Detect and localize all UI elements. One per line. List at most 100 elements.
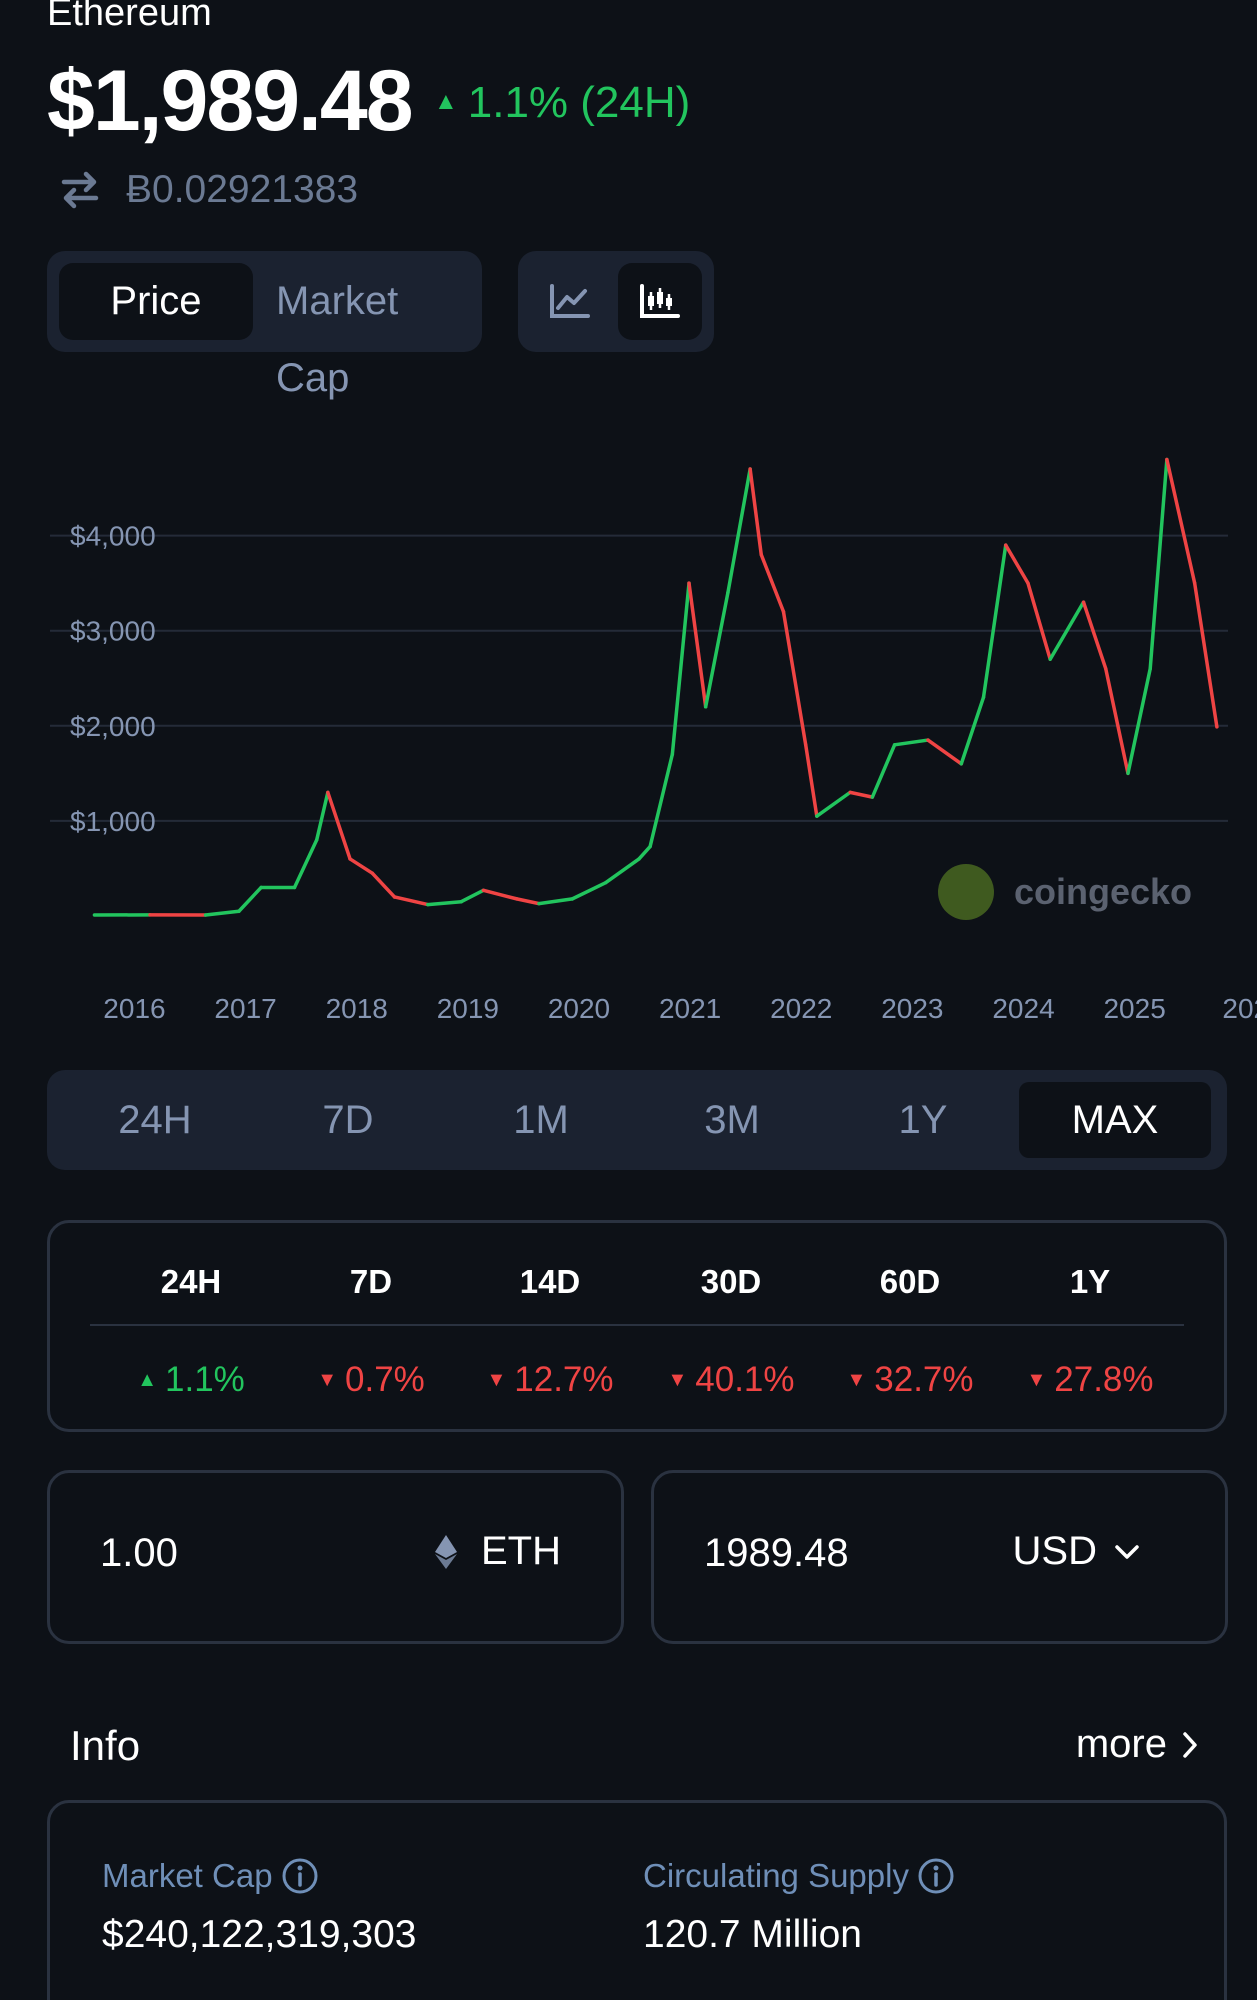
price-segment bbox=[848, 790, 875, 799]
price-segment bbox=[803, 743, 819, 818]
price-segment bbox=[1148, 457, 1169, 671]
price-segment bbox=[781, 609, 808, 747]
period-7d[interactable]: 7D bbox=[322, 1098, 374, 1142]
x-tick-label: 2022 bbox=[770, 993, 832, 1024]
line-chart-button[interactable] bbox=[528, 263, 612, 340]
price-segment bbox=[1003, 543, 1030, 585]
triangle-down-icon: ▼ bbox=[846, 1369, 867, 1391]
price-performance-table: 24H ▲ 1.1% 7D ▼ 0.7% 14D ▼ 12.7% 30D ▼ 40.1% 60D ▼ 32.… bbox=[47, 1220, 1227, 1432]
market-cap-tab[interactable]: Market Cap bbox=[276, 279, 399, 400]
price-tab[interactable]: Price bbox=[59, 263, 253, 340]
triangle-down-icon: ▼ bbox=[667, 1369, 688, 1391]
price-segment bbox=[648, 752, 675, 849]
info-icon[interactable] bbox=[281, 1857, 319, 1895]
coingecko-logo-icon bbox=[938, 864, 994, 920]
x-tick-label: 2019 bbox=[437, 993, 499, 1024]
price-segment bbox=[1126, 666, 1152, 776]
fiat-currency-select[interactable]: USD bbox=[1013, 1529, 1165, 1574]
info-section-title: Info bbox=[70, 1722, 141, 1769]
period-1y[interactable]: 1Y bbox=[898, 1098, 948, 1142]
y-tick-label: $2,000 bbox=[70, 711, 156, 742]
performance-header-14d: 14D bbox=[519, 1263, 581, 1300]
triangle-down-icon: ▼ bbox=[486, 1369, 507, 1391]
price-segment bbox=[892, 738, 930, 747]
x-tick-label: 2025 bbox=[1103, 993, 1165, 1024]
watermark-text: coingecko bbox=[1014, 871, 1192, 912]
price-segment bbox=[392, 895, 430, 907]
circulating-supply-label: Circulating Supply bbox=[643, 1857, 955, 1895]
crypto-currency: ETH bbox=[435, 1529, 561, 1574]
fiat-amount-input[interactable]: 1989.48 bbox=[704, 1531, 849, 1575]
price-segment bbox=[537, 897, 575, 906]
y-tick-label: $4,000 bbox=[70, 521, 156, 552]
performance-header-1y: 1Y bbox=[1069, 1263, 1111, 1300]
info-icon[interactable] bbox=[917, 1857, 955, 1895]
price-segment bbox=[870, 743, 897, 799]
x-tick-label: 2018 bbox=[326, 993, 388, 1024]
x-tick-label: 2020 bbox=[548, 993, 610, 1024]
price-segment bbox=[726, 467, 752, 595]
fiat-converter-field[interactable]: 1989.48 USD bbox=[651, 1470, 1228, 1644]
info-stats-box: Market Cap $240,122,319,303 Circulating … bbox=[47, 1800, 1227, 2000]
performance-percent: 1.1% bbox=[165, 1360, 245, 1399]
chart-metric-toggle: Price Market Cap bbox=[47, 251, 482, 400]
btc-price-row: Ƀ0.02921383 bbox=[60, 168, 358, 212]
price-segment bbox=[1081, 600, 1108, 671]
period-max[interactable]: MAX bbox=[1019, 1082, 1211, 1158]
price-segment bbox=[292, 838, 319, 890]
candlestick-chart-icon bbox=[640, 283, 680, 318]
performance-value-7d: ▼ 0.7% bbox=[281, 1360, 461, 1400]
performance-divider bbox=[90, 1324, 1184, 1326]
performance-value-1y: ▼ 27.8% bbox=[1000, 1360, 1180, 1400]
price-segment bbox=[326, 790, 352, 861]
coingecko-watermark: coingecko bbox=[938, 864, 1192, 920]
performance-value-24h: ▲ 1.1% bbox=[101, 1360, 281, 1400]
performance-value-14d: ▼ 12.7% bbox=[460, 1360, 640, 1400]
swap-icon[interactable] bbox=[60, 168, 100, 212]
more-link-label: more bbox=[1075, 1722, 1167, 1766]
price-segment bbox=[370, 871, 397, 899]
price-segment bbox=[981, 543, 1008, 700]
performance-header-30d: 30D bbox=[700, 1263, 762, 1300]
y-tick-label: $1,000 bbox=[70, 806, 156, 837]
x-tick-label: 2023 bbox=[881, 993, 943, 1024]
price-segment bbox=[687, 581, 708, 709]
period-1m[interactable]: 1M bbox=[513, 1098, 569, 1142]
price-segment bbox=[314, 790, 330, 842]
price-segment bbox=[1048, 600, 1086, 661]
line-chart-icon bbox=[550, 283, 590, 318]
price-segment bbox=[348, 857, 375, 875]
circulating-supply-value: 120.7 Million bbox=[643, 1913, 862, 1956]
x-tick-label: 2024 bbox=[992, 993, 1054, 1024]
price-segment bbox=[426, 899, 463, 907]
price-chart[interactable]: $4,000 $3,000 $2,000 $1,000 2016 2017 2018 2019… bbox=[0, 430, 1257, 1040]
price-segment bbox=[748, 467, 763, 557]
price-segment bbox=[481, 888, 519, 901]
period-selector: 24H 7D 1M 3M 1Y MAX bbox=[47, 1070, 1227, 1170]
performance-percent: 27.8% bbox=[1054, 1360, 1154, 1399]
price-segment bbox=[203, 909, 241, 917]
price-segment bbox=[459, 888, 486, 904]
performance-percent: 32.7% bbox=[874, 1360, 974, 1399]
price-segment bbox=[570, 880, 608, 901]
x-tick-label: 202 bbox=[1222, 993, 1257, 1024]
price-segment bbox=[637, 844, 652, 861]
price-segment bbox=[703, 590, 730, 709]
triangle-up-icon: ▲ bbox=[137, 1369, 157, 1391]
more-link[interactable]: more bbox=[1076, 1722, 1199, 1767]
period-24h[interactable]: 24H bbox=[118, 1098, 192, 1142]
market-cap-label: Market Cap bbox=[102, 1857, 319, 1895]
price-segment bbox=[815, 790, 852, 818]
crypto-amount-input[interactable]: 1.00 bbox=[100, 1531, 178, 1575]
coin-name: Ethereum bbox=[47, 0, 212, 34]
price-change-24h: ▲ 1.1% (24H) bbox=[434, 78, 690, 128]
period-3m[interactable]: 3M bbox=[704, 1098, 760, 1142]
x-tick-label: 2021 bbox=[659, 993, 721, 1024]
price-segment bbox=[1104, 666, 1130, 776]
crypto-converter-field[interactable]: 1.00 ETH bbox=[47, 1470, 624, 1644]
candlestick-chart-button[interactable] bbox=[618, 263, 702, 340]
chart-type-toggle bbox=[518, 251, 714, 352]
chevron-down-icon bbox=[1115, 1544, 1139, 1559]
x-tick-label: 2017 bbox=[214, 993, 276, 1024]
performance-percent: 12.7% bbox=[514, 1360, 614, 1399]
